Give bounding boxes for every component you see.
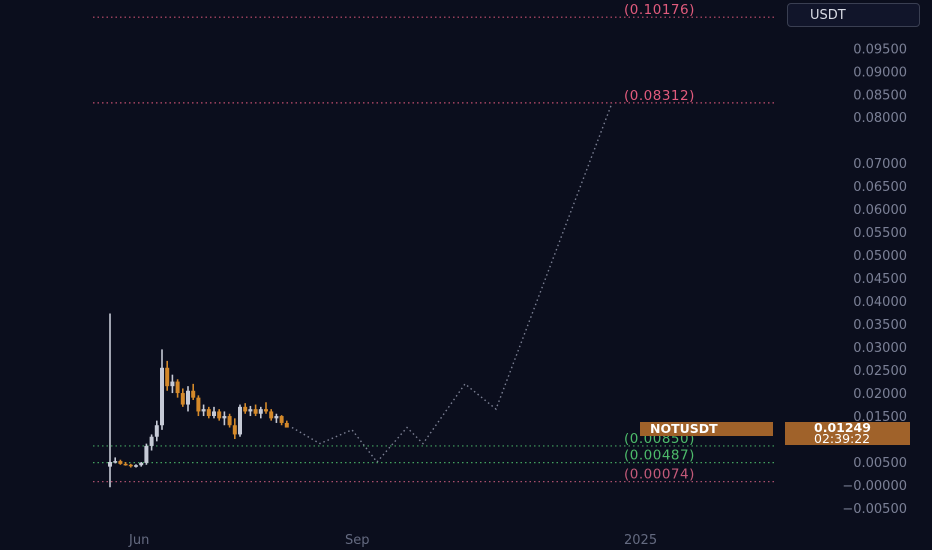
currency-button[interactable]: USDT <box>787 3 920 27</box>
candle-body <box>180 393 185 405</box>
candle-body <box>264 409 268 412</box>
candle-body <box>134 465 138 467</box>
candle-body <box>279 416 284 423</box>
candle-body <box>113 461 118 463</box>
candle-body <box>139 462 144 466</box>
y-tick-label: 0.05000 <box>853 249 907 264</box>
y-tick-label: −0.00000 <box>842 479 907 494</box>
candle-body <box>170 381 175 387</box>
candle-body <box>227 416 232 426</box>
candle-body <box>243 406 248 412</box>
candle-body <box>253 409 258 414</box>
y-tick-label: 0.09000 <box>853 65 907 80</box>
last-price-badge-bg <box>785 422 910 445</box>
candle-body <box>201 409 206 412</box>
candle-body <box>269 411 274 419</box>
candle-body <box>196 397 201 412</box>
candle-body <box>154 425 159 437</box>
candlestick-series <box>108 313 289 488</box>
candle-body <box>128 464 133 467</box>
y-tick-label: 0.08000 <box>853 111 907 126</box>
y-tick-label: 0.01500 <box>853 410 907 425</box>
y-tick-label: 0.06500 <box>853 180 907 195</box>
y-tick-label: 0.04000 <box>853 295 907 310</box>
candle-body <box>238 406 242 435</box>
candle-body <box>248 409 253 412</box>
candle-body <box>232 425 237 435</box>
candle-body <box>186 390 190 405</box>
y-tick-label: 0.07000 <box>853 157 907 172</box>
last-price-badge: 0.01249 02:39:22 <box>785 420 910 446</box>
candle-body <box>258 409 263 414</box>
last-price-value: 0.01249 <box>814 420 871 435</box>
level-label: (0.10176) <box>624 2 695 18</box>
candle-body <box>222 416 227 419</box>
y-tick-label: 0.06000 <box>853 203 907 218</box>
x-tick-jun: Jun <box>128 533 149 548</box>
price-levels: (0.10176)(0.08312)(0.00850)(0.00487)(0.0… <box>93 2 775 483</box>
y-tick-label: 0.09500 <box>853 42 907 57</box>
candle-body <box>191 390 196 398</box>
candle-body <box>118 461 123 464</box>
y-tick-label: 0.08500 <box>853 88 907 103</box>
y-tick-label: 0.05500 <box>853 226 907 241</box>
candle-body <box>212 411 216 417</box>
candle-body <box>123 463 128 466</box>
symbol-label: NOTUSDT <box>650 421 718 436</box>
candle-body <box>149 436 154 446</box>
candle-body <box>144 445 149 463</box>
candle-body <box>217 411 222 419</box>
time-axis: Jun Sep 2025 <box>128 533 657 548</box>
x-tick-sep: Sep <box>345 533 370 548</box>
symbol-badge-bg <box>640 422 773 436</box>
y-tick-label: 0.00500 <box>853 456 907 471</box>
level-label: (0.08312) <box>624 88 695 104</box>
candle-body <box>160 367 164 426</box>
y-tick-label: 0.02000 <box>853 387 907 402</box>
candle-body <box>165 367 170 387</box>
candle-body <box>175 381 180 394</box>
price-axis: 0.09500 0.09000 0.08500 0.08000 0.07000 0.065… <box>842 42 907 517</box>
y-tick-label: −0.00500 <box>842 502 907 517</box>
y-tick-label: 0.03500 <box>853 318 907 333</box>
y-tick-label: 0.04500 <box>853 272 907 287</box>
x-tick-2025: 2025 <box>624 533 657 548</box>
candle-body <box>274 416 279 419</box>
y-tick-label: 0.02500 <box>853 364 907 379</box>
symbol-badge[interactable]: NOTUSDT <box>640 421 773 436</box>
level-label: (0.00074) <box>624 467 695 483</box>
y-tick-label: 0.03000 <box>853 341 907 356</box>
projection-line <box>291 102 613 464</box>
candle-body <box>206 409 211 417</box>
countdown-timer: 02:39:22 <box>814 431 870 446</box>
candle-body <box>108 462 112 467</box>
level-label: (0.00487) <box>624 448 695 464</box>
candle-body <box>284 422 289 428</box>
